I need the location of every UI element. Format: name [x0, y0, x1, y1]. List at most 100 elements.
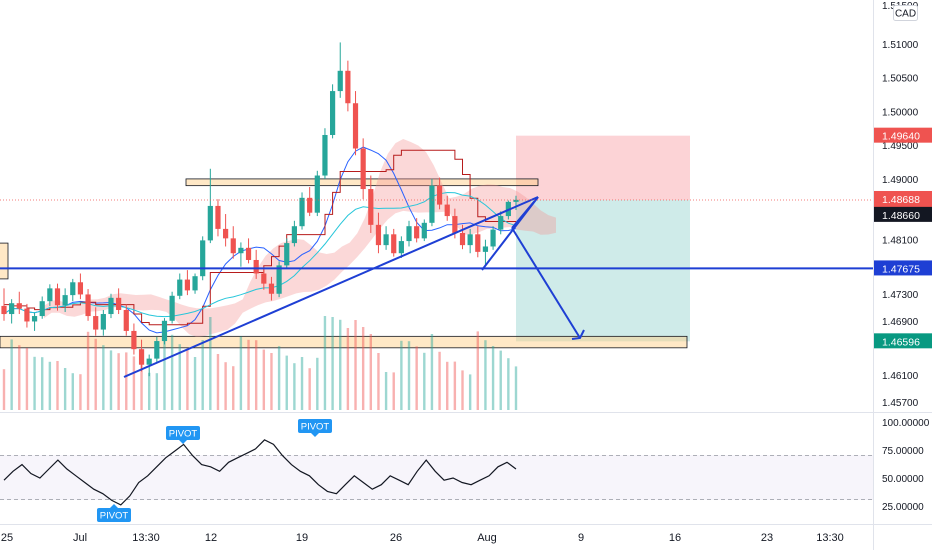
- volume-bar: [430, 334, 434, 410]
- rsi-axis[interactable]: 100.00000 75.00000 50.00000 25.00000: [882, 418, 930, 513]
- candle-body: [177, 279, 183, 296]
- candle-body: [284, 243, 290, 266]
- volume-bar: [384, 372, 388, 410]
- price-tag-text: 1.46596: [882, 336, 920, 348]
- volume-bar: [476, 331, 479, 410]
- volume-bar: [56, 361, 59, 410]
- candle-body: [9, 303, 15, 315]
- candle-body: [31, 316, 38, 322]
- candle-body: [131, 330, 137, 350]
- rsi-tick-label: 50.00000: [882, 474, 924, 485]
- volume-bar: [323, 316, 327, 410]
- take-profit-zone[interactable]: [516, 199, 690, 342]
- projection-arrow[interactable]: [511, 227, 581, 339]
- pivot-badge: [97, 508, 131, 522]
- candle-body: [391, 234, 397, 254]
- candle-body: [498, 216, 504, 230]
- currency-badge[interactable]: CAD: [893, 5, 918, 21]
- candle-body: [16, 303, 22, 309]
- price-tick-label: 1.47300: [882, 290, 919, 301]
- rsi-tick-label: 75.00000: [882, 446, 924, 457]
- pivot-text: PIVOT: [169, 429, 198, 440]
- candle-body: [352, 103, 359, 149]
- candle-body: [230, 238, 236, 254]
- volume-bar: [369, 334, 373, 410]
- volume-bar: [86, 331, 90, 410]
- volume-bar: [2, 369, 6, 410]
- candle-body: [62, 295, 68, 306]
- candle-body: [276, 265, 282, 294]
- pivot-badge: [166, 426, 200, 440]
- volume-bar: [270, 353, 273, 410]
- left-box[interactable]: [0, 242, 9, 280]
- candle-body: [77, 282, 84, 295]
- volume-bar: [339, 319, 342, 410]
- drawings-layer[interactable]: [0, 196, 873, 378]
- volume-bar: [18, 345, 21, 410]
- volume-bar: [461, 370, 464, 410]
- candle-body: [100, 314, 106, 330]
- stop-loss-zone[interactable]: [516, 135, 690, 200]
- candle-body: [436, 185, 443, 205]
- pivot-badge: [298, 419, 332, 433]
- candle-body: [490, 229, 496, 247]
- candle-body: [329, 91, 336, 135]
- candle-body: [85, 294, 91, 317]
- candle-body: [322, 134, 328, 176]
- price-tag-bg: [874, 190, 932, 206]
- volume-bar: [262, 349, 266, 410]
- volume-bar: [178, 344, 181, 410]
- pivot-label[interactable]: PIVOT: [166, 426, 200, 444]
- candle-body: [245, 247, 252, 260]
- projection-connector[interactable]: [511, 196, 539, 229]
- price-tick-label: 1.46100: [882, 371, 919, 382]
- candle-body: [444, 204, 450, 217]
- support-box[interactable]: [0, 335, 688, 349]
- time-tick-label: 26: [390, 532, 402, 544]
- candle-body: [368, 189, 374, 225]
- ichimoku-cloud: [44, 139, 556, 337]
- price-tick-label: 1.46900: [882, 317, 919, 328]
- volume-bar: [63, 368, 67, 410]
- candle-body: [452, 216, 458, 233]
- candle-body: [39, 301, 45, 317]
- position-zones[interactable]: [0, 135, 690, 349]
- pivot-label[interactable]: PIVOT: [97, 504, 131, 522]
- candle-body: [467, 234, 473, 246]
- price-tag-bg: [874, 333, 932, 349]
- pivot-labels[interactable]: PIVOT PIVOT PIVOT: [97, 419, 332, 522]
- arrow-head[interactable]: [571, 329, 585, 340]
- price-pane[interactable]: [0, 0, 873, 412]
- candle-body: [459, 232, 466, 246]
- price-tick-label: 1.48100: [882, 236, 919, 247]
- time-tick-label: 19: [296, 532, 308, 544]
- volume-bar: [446, 361, 449, 410]
- ascending-trendline[interactable]: [123, 196, 539, 378]
- volume-bar: [438, 351, 441, 410]
- volume-bar: [407, 341, 411, 410]
- pivot-pointer: [110, 504, 118, 508]
- volume-bar: [109, 350, 113, 410]
- volume-bar: [300, 357, 304, 410]
- candle-body: [429, 185, 435, 223]
- candle-body: [54, 288, 61, 306]
- candle-body: [307, 197, 313, 213]
- price-tag-text: 1.47675: [882, 263, 920, 275]
- candle-body: [146, 358, 152, 365]
- candle-body: [1, 305, 7, 315]
- volume-bar: [140, 359, 143, 410]
- volume-bar: [117, 353, 120, 410]
- volume-bar: [41, 357, 44, 410]
- candle-body: [299, 197, 305, 227]
- candle-body: [360, 148, 366, 190]
- time-axis[interactable]: 25 Jul 13:30 12 19 26 Aug 9 16 23 13:30: [1, 532, 844, 544]
- volume-bar: [354, 320, 357, 410]
- volume-bar: [293, 363, 296, 410]
- volume-bar: [484, 340, 487, 410]
- volume-bar: [239, 336, 243, 410]
- pivot-label[interactable]: PIVOT: [298, 419, 332, 437]
- volume-bar: [147, 372, 151, 410]
